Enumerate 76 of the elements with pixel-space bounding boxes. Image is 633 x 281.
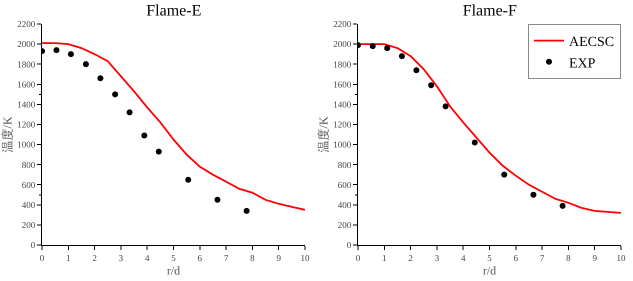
x-axis-title: r/d — [482, 264, 496, 278]
point — [141, 132, 148, 138]
x-tick-label: 6 — [514, 252, 519, 263]
x-tick-label: 4 — [144, 252, 150, 263]
x-tick-label: 4 — [460, 252, 466, 263]
y-axis-title: 温度/K — [316, 116, 330, 152]
x-tick-label: 3 — [118, 252, 124, 263]
x-tick-label: 8 — [250, 252, 256, 263]
x-tick-label: 1 — [382, 252, 387, 263]
y-tick-label: 400 — [338, 200, 352, 210]
x-axis-title: r/d — [166, 264, 180, 278]
y-tick-label: 1000 — [17, 140, 36, 150]
point — [370, 43, 376, 50]
point — [53, 47, 60, 54]
y-tick-label: 2200 — [333, 19, 352, 30]
y-tick-label: 800 — [22, 160, 36, 170]
point — [97, 75, 104, 82]
y-tick-label: 0 — [30, 240, 36, 250]
x-tick-label: 9 — [592, 252, 598, 263]
x-tick-label: 8 — [566, 252, 572, 263]
legend-label: AECSC — [569, 35, 614, 50]
point — [442, 103, 449, 110]
x-tick-label: 2 — [92, 252, 97, 263]
y-tick-label: 1800 — [333, 59, 352, 70]
x-tick-label: 7 — [224, 252, 229, 263]
point — [214, 196, 220, 203]
y-tick-label: 1800 — [17, 59, 36, 70]
point — [530, 192, 536, 198]
x-tick-label: 5 — [487, 252, 492, 263]
x-tick-label: 0 — [356, 252, 361, 263]
x-tick-label: 9 — [276, 252, 282, 263]
x-tick-label: 0 — [40, 252, 45, 263]
y-tick-label: 2000 — [333, 39, 352, 50]
x-tick-label: 6 — [198, 252, 203, 263]
y-tick-label: 1200 — [333, 120, 352, 130]
chart-title: Flame-E — [146, 2, 202, 20]
y-tick-label: 600 — [22, 180, 36, 190]
y-tick-label: 1400 — [17, 100, 36, 110]
y-tick-label: 1600 — [333, 79, 352, 90]
y-tick-label: 800 — [338, 160, 352, 170]
y-tick-label: 1400 — [333, 100, 352, 110]
point — [398, 53, 405, 60]
point — [413, 67, 420, 74]
x-tick-label: 10 — [300, 252, 310, 263]
point — [472, 140, 478, 146]
point — [68, 51, 74, 58]
y-tick-label: 600 — [338, 180, 352, 190]
y-tick-label: 1200 — [17, 120, 36, 130]
point — [560, 202, 566, 209]
x-tick-label: 3 — [434, 252, 440, 263]
x-tick-label: 1 — [66, 252, 71, 263]
chart-title: Flame-F — [462, 2, 518, 20]
legend-label: EXP — [569, 56, 596, 72]
point — [185, 176, 192, 183]
point — [428, 82, 434, 88]
point — [384, 45, 390, 52]
y-tick-label: 1000 — [333, 140, 352, 150]
line-series — [42, 42, 305, 211]
y-tick-label: 2000 — [17, 39, 36, 50]
point — [112, 91, 118, 98]
x-tick-label: 10 — [616, 252, 626, 263]
point — [126, 109, 133, 116]
y-tick-label: 200 — [22, 220, 36, 230]
point — [156, 148, 162, 155]
point — [501, 172, 508, 178]
y-tick-label: 400 — [22, 200, 36, 210]
y-tick-label: 2200 — [17, 19, 36, 30]
y-tick-label: 1600 — [17, 79, 36, 90]
y-tick-label: 200 — [338, 220, 352, 230]
x-tick-label: 2 — [408, 252, 413, 263]
y-axis-title: 温度/K — [0, 116, 14, 152]
x-tick-label: 5 — [171, 252, 176, 263]
point — [82, 61, 89, 68]
y-tick-label: 0 — [346, 240, 352, 250]
x-tick-label: 7 — [540, 252, 545, 263]
point — [244, 208, 250, 214]
